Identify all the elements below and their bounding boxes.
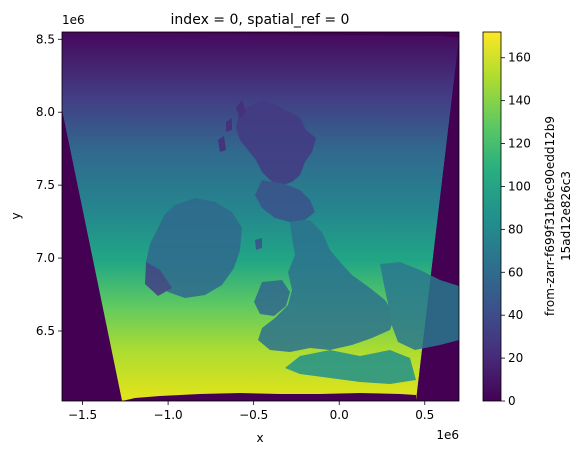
colorbar-tick-label: 20 bbox=[508, 351, 523, 365]
land-wales bbox=[254, 280, 290, 316]
land-ireland bbox=[146, 198, 242, 298]
y-tick-label: 7.0 bbox=[36, 251, 55, 265]
y-tick-label: 8.0 bbox=[36, 105, 55, 119]
land-islands-north bbox=[218, 100, 246, 152]
colorbar-tick-label: 80 bbox=[508, 222, 523, 236]
nodata-bottom-edge bbox=[122, 393, 416, 401]
colorbar-tick-label: 40 bbox=[508, 308, 523, 322]
x-tick-label: 0.0 bbox=[330, 408, 349, 422]
x-ticks: −1.5 −1.0 −0.5 0.0 0.5 bbox=[68, 401, 434, 422]
colorbar-tick-label: 0 bbox=[508, 394, 516, 408]
colorbar-tick-label: 60 bbox=[508, 265, 523, 279]
y-tick-label: 8.5 bbox=[36, 32, 55, 46]
land-france-north bbox=[285, 350, 416, 384]
x-tick-label: −1.5 bbox=[68, 408, 97, 422]
y-axis-label: y bbox=[9, 212, 23, 219]
colorbar-label-line1: from-zarr-f699f31bfec90edd12b9 bbox=[543, 116, 557, 316]
plot-area bbox=[62, 32, 459, 401]
land-isle-of-man bbox=[255, 238, 262, 250]
colorbar-label-line2: 15ad12e826c3 bbox=[559, 171, 573, 261]
x-axis-label: x bbox=[256, 431, 263, 445]
x-tick-label: −1.0 bbox=[154, 408, 183, 422]
y-tick-label: 7.5 bbox=[36, 178, 55, 192]
x-tick-label: 0.5 bbox=[415, 408, 434, 422]
chart-title: index = 0, spatial_ref = 0 bbox=[171, 12, 350, 28]
land-england bbox=[258, 220, 395, 352]
land-masses bbox=[145, 100, 459, 384]
land-scotland-south bbox=[255, 180, 315, 222]
axes-frame bbox=[61, 31, 460, 402]
y-ticks: 6.5 7.0 7.5 8.0 8.5 bbox=[36, 32, 62, 338]
colorbar-tick-label: 120 bbox=[508, 137, 531, 151]
data-swath bbox=[62, 32, 459, 401]
x-offset-label: 1e6 bbox=[436, 428, 459, 442]
land-continent bbox=[380, 262, 459, 350]
y-offset-label: 1e6 bbox=[62, 13, 85, 27]
colorbar-tick-label: 100 bbox=[508, 179, 531, 193]
colorbar-tick-label: 160 bbox=[508, 51, 531, 65]
colorbar bbox=[482, 31, 502, 402]
y-tick-label: 6.5 bbox=[36, 324, 55, 338]
colorbar-tick-label: 140 bbox=[508, 94, 531, 108]
x-tick-label: −0.5 bbox=[239, 408, 268, 422]
land-scotland bbox=[236, 100, 316, 186]
nodata-wedge-left bbox=[62, 110, 122, 401]
colorbar-ticks: 0 20 40 60 80 100 120 140 160 bbox=[501, 51, 531, 408]
land-ireland-west bbox=[145, 262, 172, 296]
